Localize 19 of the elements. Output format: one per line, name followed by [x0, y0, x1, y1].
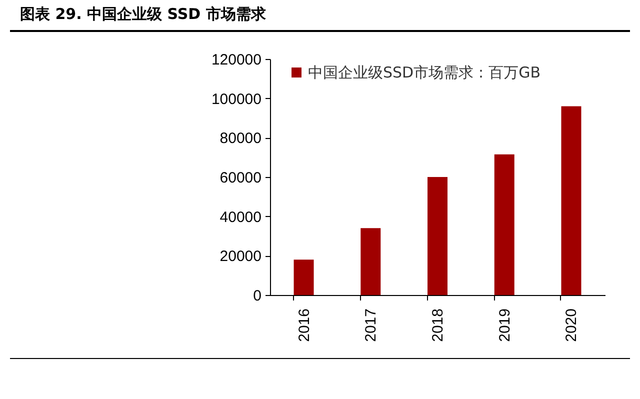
x-tick-label: 2019 — [496, 308, 514, 342]
x-tick-label: 2017 — [362, 308, 380, 342]
text: 图表 29. 中国企业级 SSD 市场需求 — [20, 5, 266, 24]
x-tick-label: 2020 — [563, 308, 580, 342]
bar — [494, 154, 514, 295]
y-tick-label: 80000 — [220, 130, 262, 148]
y-tick-label: 40000 — [220, 208, 262, 226]
bar — [360, 228, 381, 295]
y-tick-label: 60000 — [220, 170, 262, 186]
y-tick-label: 0 — [253, 288, 262, 304]
bar — [561, 106, 582, 295]
x-tick-label: 2018 — [430, 308, 446, 342]
bar — [428, 177, 448, 295]
bar — [294, 260, 314, 295]
y-tick-label: 20000 — [220, 248, 262, 266]
x-tick-label: 2016 — [296, 308, 313, 342]
y-tick-label: 120000 — [211, 52, 262, 68]
legend-label: 中国企业级SSD市场需求：百万GB — [308, 64, 541, 82]
y-tick-label: 100000 — [211, 90, 262, 108]
